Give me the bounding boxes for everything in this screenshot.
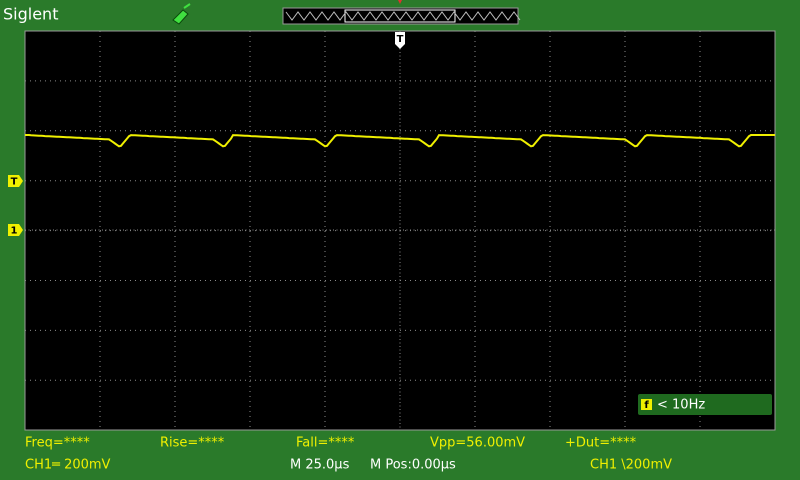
trigger-position-label: T: [397, 34, 404, 45]
channel-scale: CH1═ 200mV: [25, 458, 111, 473]
trigger-frequency-box: f < 10Hz: [638, 394, 772, 415]
usb-icon: [172, 3, 191, 25]
trigger-frequency: < 10Hz: [657, 398, 705, 413]
measurement: Freq=****: [25, 436, 90, 451]
trigger-setting: CH1 \200mV: [590, 458, 672, 473]
svg-text:f: f: [644, 400, 649, 411]
measurement: Rise=****: [160, 436, 225, 451]
trigger-position-marker: T: [395, 32, 405, 49]
timebase: M 25.0µs: [290, 458, 350, 473]
measurement: Vpp=56.00mV: [430, 436, 525, 451]
channel-label: 1: [11, 226, 18, 237]
horizontal-position: M Pos:0.00µs: [370, 458, 456, 473]
trigger-level-marker: T: [8, 175, 23, 188]
waveform-trace: [25, 134, 775, 148]
grid: [25, 31, 775, 430]
brand: Siglent: [3, 5, 58, 24]
measurement: +Dut=****: [565, 436, 637, 451]
memory-bar: [282, 0, 521, 25]
measurement: Fall=****: [296, 436, 355, 451]
trigger-level-label: T: [11, 177, 18, 188]
channel-marker: 1: [8, 224, 23, 237]
